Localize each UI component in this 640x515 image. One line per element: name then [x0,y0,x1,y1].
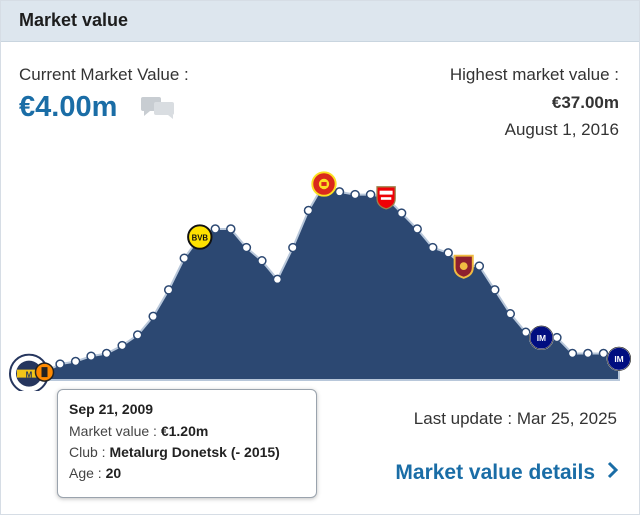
tooltip-market-value-amount: €1.20m [160,423,209,439]
tooltip-age-value: 20 [105,465,122,481]
highest-market-value: €37.00m [551,93,619,112]
data-point[interactable] [303,205,314,216]
market-value-details-link[interactable]: Market value details [395,461,619,485]
data-point[interactable] [272,274,283,285]
data-point[interactable] [396,208,407,218]
hover-tooltip: Sep 21, 2009 Market value : €1.20m Club … [57,389,317,498]
data-point[interactable] [70,356,81,367]
data-point[interactable] [521,327,531,338]
inter-milan-crest-icon[interactable] [606,346,632,372]
data-point[interactable] [163,285,174,295]
data-point[interactable] [490,285,500,295]
data-point[interactable] [567,348,578,359]
tooltip-market-value: Market value : €1.20m [69,423,208,439]
data-point[interactable] [412,224,422,234]
arsenal-crest-icon[interactable] [376,186,396,210]
as-roma-crest-icon[interactable] [453,254,474,279]
data-point[interactable] [334,187,345,197]
data-point[interactable] [179,253,190,263]
inter-milan-crest-icon[interactable] [529,325,554,350]
data-point[interactable] [598,348,609,359]
tooltip-club-label: Club : [69,444,106,460]
tooltip-age: Age : 20 [69,465,121,481]
data-point[interactable] [505,309,516,319]
data-point[interactable] [583,348,593,359]
card-title: Market value [19,10,129,30]
manchester-united-crest-icon[interactable] [311,171,337,197]
tooltip-market-value-label: Market value : [69,423,157,439]
data-point[interactable] [288,242,298,253]
data-point[interactable] [101,348,112,359]
data-points [55,187,609,369]
data-point[interactable] [55,359,65,369]
card-header: Market value [1,1,639,42]
market-value-details-label: Market value details [395,461,595,484]
data-point[interactable] [226,224,236,234]
current-market-value-label: Current Market Value : [19,65,189,84]
data-point[interactable] [443,248,453,258]
data-point[interactable] [350,189,360,200]
tooltip-club: Club : Metalurg Donetsk (- 2015) [69,444,280,460]
tooltip-age-label: Age : [69,465,102,481]
market-value-chart[interactable]: M BVB [1,151,639,391]
data-point[interactable] [132,330,143,340]
data-point[interactable] [552,332,562,343]
data-point[interactable] [257,256,267,266]
chevron-right-icon [607,461,619,485]
data-point[interactable] [148,311,158,322]
data-point[interactable] [86,351,96,361]
data-point[interactable] [427,242,438,253]
borussia-dortmund-crest-icon[interactable] [187,224,213,250]
data-point[interactable] [241,242,252,253]
tooltip-date: Sep 21, 2009 [69,401,154,417]
data-point[interactable] [474,261,485,271]
discussion-icon[interactable] [141,97,175,124]
data-point[interactable] [117,340,127,351]
data-point[interactable] [210,224,221,234]
market-value-area [28,182,620,381]
tooltip-club-name: Metalurg Donetsk (- 2015) [109,444,280,460]
current-market-value: €4.00m [19,91,118,123]
last-update: Last update : Mar 25, 2025 [413,409,617,428]
highest-market-value-date: August 1, 2016 [504,120,619,139]
data-point[interactable] [365,189,376,200]
shakhtar-donetsk-crest-icon[interactable] [34,362,55,382]
highest-market-value-label: Highest market value : [449,65,619,84]
